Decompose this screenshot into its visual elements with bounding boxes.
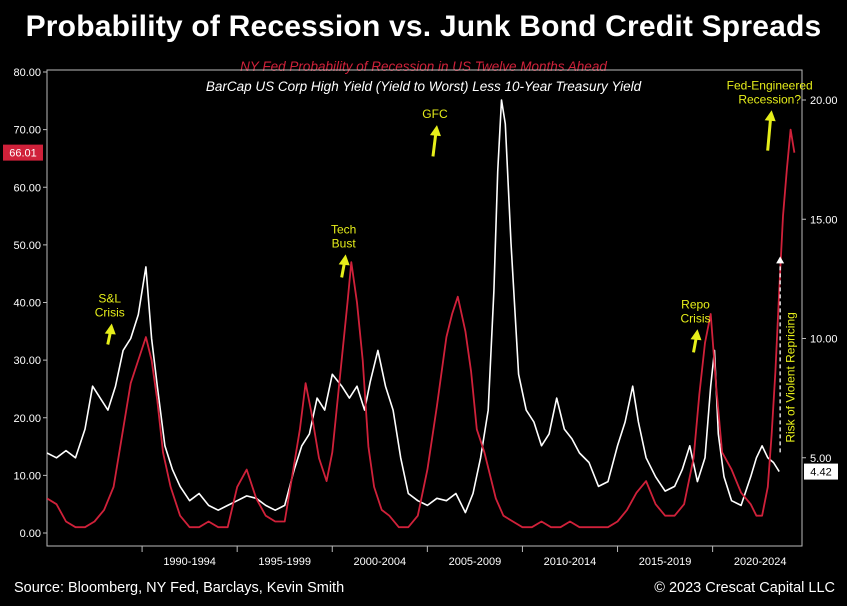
- source-note: Source: Bloomberg, NY Fed, Barclays, Kev…: [14, 580, 345, 596]
- right-axis-tick-label: 15.00: [810, 214, 838, 226]
- annotation-text: Repo: [681, 297, 710, 311]
- recession-series-line: [47, 128, 796, 529]
- left-axis-tick-label: 0.00: [20, 528, 41, 540]
- recession-last-value-tag: [3, 144, 43, 161]
- left-axis-tick-label: 70.00: [13, 125, 41, 137]
- chart-title: Probability of Recession vs. Junk Bond C…: [25, 10, 822, 43]
- annotation-text: Crisis: [95, 306, 125, 320]
- repricing-arrow-head: [776, 256, 785, 264]
- left-axis-tick-label: 20.00: [13, 413, 41, 425]
- annotation-text: Tech: [331, 222, 356, 236]
- annotation-text: Crisis: [681, 311, 711, 325]
- x-axis-tick-label: 2010-2014: [544, 556, 597, 568]
- left-axis-tick-label: 10.00: [13, 470, 41, 482]
- copyright-note: © 2023 Crescat Capital LLC: [654, 580, 835, 596]
- left-axis-tick-label: 30.00: [13, 355, 41, 367]
- annotation-arrow-head: [429, 125, 441, 137]
- annotation-arrow: [431, 131, 438, 157]
- right-axis-tick-label: 5.00: [810, 453, 831, 465]
- right-axis-tick-label: 10.00: [810, 334, 838, 346]
- spread-last-value-tag: [804, 463, 838, 480]
- annotation-arrow-head: [690, 329, 702, 341]
- plot-border: [46, 69, 803, 547]
- annotation-arrow-head: [104, 323, 116, 335]
- left-axis-tick-label: 50.00: [13, 240, 41, 252]
- x-axis-tick-label: 2015-2019: [639, 556, 692, 568]
- x-axis-tick-label: 2020-2024: [734, 556, 787, 568]
- annotation-text: Bust: [332, 236, 357, 250]
- annotation-arrow: [766, 117, 773, 151]
- annotation-text: GFC: [422, 107, 448, 121]
- left-axis-tick-label: 60.00: [13, 182, 41, 194]
- x-axis-tick-label: 1990-1994: [163, 556, 216, 568]
- x-axis-tick-label: 2005-2009: [449, 556, 502, 568]
- annotation-text: Risk of Violent Repricing: [783, 312, 797, 443]
- annotation-arrow-head: [764, 110, 776, 122]
- annotation-text: Fed-Engineered: [727, 78, 813, 92]
- annotation-text: S&L: [98, 292, 121, 306]
- left-axis-tick-label: 40.00: [13, 298, 41, 310]
- annotation-arrow-head: [338, 254, 350, 266]
- spread-last-value-label: 4.42: [810, 467, 831, 479]
- recession-last-value-label: 66.01: [9, 148, 37, 160]
- legend-spread-series: BarCap US Corp High Yield (Yield to Wors…: [205, 79, 642, 94]
- annotation-text: Recession?: [738, 92, 801, 106]
- spread-series-line: [47, 99, 780, 514]
- right-axis-tick-label: 20.00: [810, 95, 838, 107]
- x-axis-tick-label: 2000-2004: [354, 556, 407, 568]
- left-axis-tick-label: 80.00: [13, 67, 41, 79]
- x-axis-tick-label: 1995-1999: [258, 556, 311, 568]
